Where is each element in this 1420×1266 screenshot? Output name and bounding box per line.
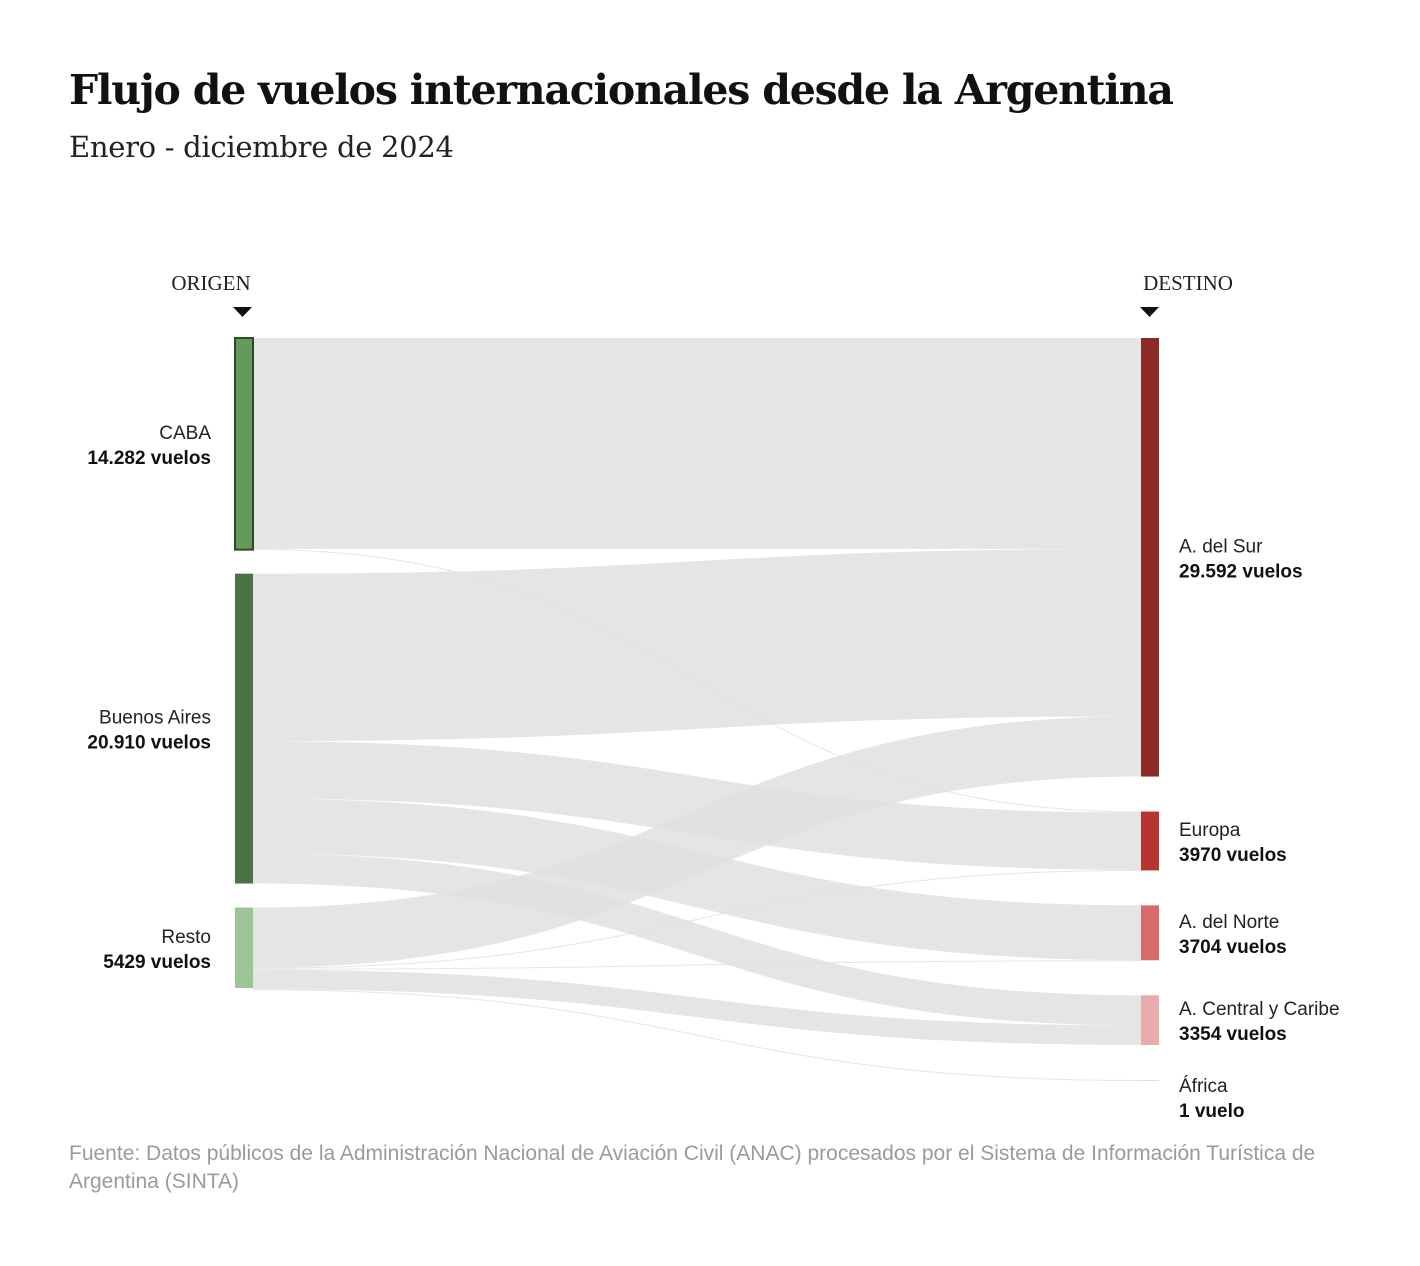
destination-column-header: DESTINO — [1143, 271, 1233, 295]
source-node-bsas — [235, 573, 253, 884]
target-node-cent — [1141, 995, 1159, 1045]
source-node-caba — [234, 337, 254, 551]
link-resto-sur — [252, 716, 1142, 968]
target-value-norte: 3704 vuelos — [1179, 937, 1287, 958]
link-resto-afr — [252, 989, 1142, 1081]
link-resto-eur — [252, 869, 1142, 969]
target-label-sur: A. del Sur — [1179, 536, 1263, 557]
link-bsas-norte — [252, 798, 1142, 961]
target-node-norte — [1141, 905, 1159, 961]
target-label-norte: A. del Norte — [1179, 912, 1279, 933]
target-value-cent: 3354 vuelos — [1179, 1024, 1287, 1045]
sankey-chart: ORIGEN DESTINO CABA 14.282 vuelos Buenos A… — [87, 271, 1339, 1120]
nodes-layer — [234, 337, 1159, 1081]
link-bsas-eur — [252, 741, 1142, 870]
origin-arrow-icon — [233, 307, 252, 317]
origin-column-header: ORIGEN — [171, 271, 250, 295]
target-label-afr: África — [1179, 1076, 1228, 1097]
target-value-afr: 1 vuelo — [1179, 1101, 1244, 1120]
source-node-resto — [235, 907, 253, 989]
target-node-sur — [1141, 338, 1159, 777]
source-label-bsas: Buenos Aires — [99, 708, 211, 729]
target-value-sur: 29.592 vuelos — [1179, 561, 1303, 582]
source-value-caba: 14.282 vuelos — [87, 448, 211, 469]
target-value-eur: 3970 vuelos — [1179, 845, 1287, 866]
source-note: Fuente: Datos públicos de la Administrac… — [69, 1142, 1316, 1193]
chart-subtitle: Enero - diciembre de 2024 — [69, 130, 454, 164]
link-resto-norte — [252, 960, 1142, 970]
chart-title: Flujo de vuelos internacionales desde la… — [69, 66, 1174, 114]
labels-layer: CABA 14.282 vuelos Buenos Aires 20.910 vuel… — [87, 423, 1339, 1120]
links-layer — [252, 337, 1142, 1081]
source-value-bsas: 20.910 vuelos — [87, 733, 211, 754]
link-bsas-sur — [252, 548, 1142, 742]
target-node-afr — [1141, 1079, 1159, 1081]
link-resto-cent — [252, 969, 1142, 1045]
link-bsas-cent — [252, 853, 1142, 1026]
source-label-resto: Resto — [161, 927, 211, 948]
source-label-caba: CABA — [159, 423, 211, 444]
destination-arrow-icon — [1140, 307, 1159, 317]
target-label-cent: A. Central y Caribe — [1179, 999, 1340, 1020]
target-label-eur: Europa — [1179, 820, 1241, 841]
target-node-eur — [1141, 811, 1159, 871]
source-value-resto: 5429 vuelos — [103, 952, 211, 973]
